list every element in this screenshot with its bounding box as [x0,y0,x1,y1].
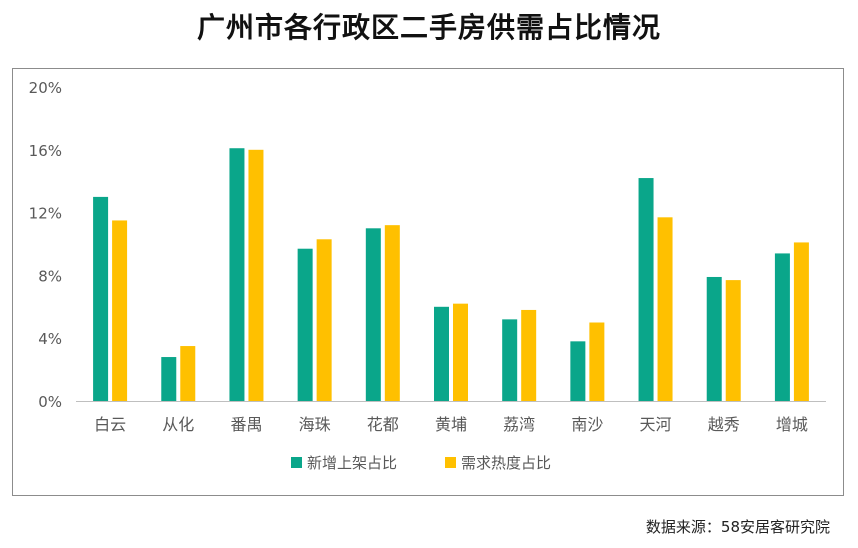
x-tick-label: 白云 [94,415,126,434]
bar-supply-3 [297,248,313,401]
bar-demand-2 [248,149,264,401]
x-tick-label: 黄埔 [435,415,467,434]
bar-supply-8 [638,178,654,401]
bar-demand-9 [725,280,741,401]
bar-supply-6 [502,319,518,401]
bar-demand-1 [180,346,196,401]
chart-title: 广州市各行政区二手房供需占比情况 [196,11,661,44]
bar-demand-6 [521,309,537,401]
y-tick-label: 20% [29,79,62,97]
bar-supply-7 [570,341,586,401]
legend-label-0: 新增上架占比 [307,454,397,472]
x-tick-label: 南沙 [571,415,603,434]
bar-supply-1 [161,357,177,401]
x-tick-label: 从化 [162,415,194,434]
x-tick-label: 天河 [640,415,672,434]
bar-demand-3 [316,239,332,401]
bar-demand-5 [453,303,468,401]
x-tick-label: 荔湾 [503,415,535,434]
legend-swatch-0 [291,457,302,468]
bar-demand-10 [793,242,809,401]
bar-supply-4 [365,228,381,401]
x-tick-label: 花都 [367,415,399,434]
x-tick-label: 越秀 [708,415,740,434]
y-tick-label: 0% [38,393,62,411]
bar-supply-5 [434,306,449,401]
y-tick-label: 16% [29,142,62,160]
bar-supply-9 [706,276,722,401]
bar-supply-2 [229,148,245,401]
bar-demand-8 [657,217,673,401]
y-tick-label: 4% [38,330,62,348]
y-tick-label: 8% [38,267,62,285]
bar-supply-10 [774,253,790,401]
y-tick-label: 12% [29,205,62,223]
x-tick-label: 番禺 [230,415,262,434]
bar-supply-0 [93,196,109,401]
x-tick-label: 海珠 [299,415,331,434]
legend-swatch-1 [445,457,456,468]
bar-demand-7 [589,322,605,401]
bar-demand-0 [112,220,128,401]
legend-label-1: 需求热度占比 [461,454,551,472]
x-tick-label: 增城 [776,415,808,434]
chart-frame [12,68,844,496]
bar-demand-4 [384,225,400,401]
data-source: 数据来源：58安居客研究院 [645,518,830,536]
